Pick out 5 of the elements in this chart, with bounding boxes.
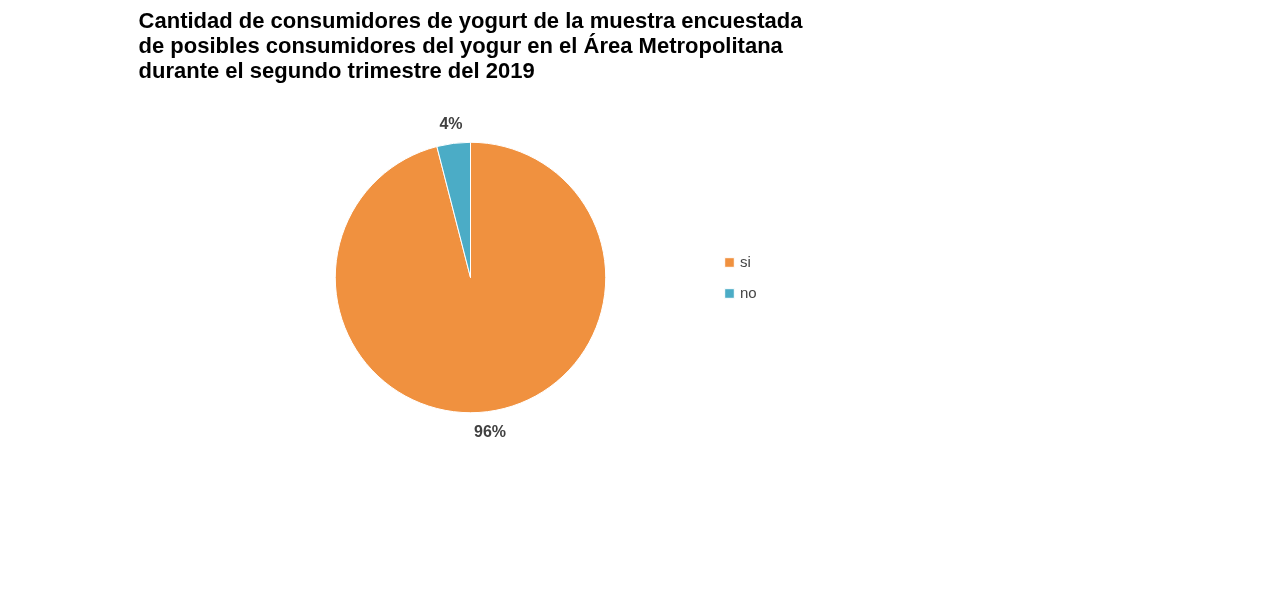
- data-label: 96%: [474, 422, 507, 440]
- legend-label: no: [740, 284, 758, 301]
- data-label: 4%: [439, 115, 463, 133]
- legend-label: si: [740, 253, 752, 270]
- chart-title: Cantidad de consumidores de yogurt de la muestra encuestada de posibles consumidores del yogur en el Área Metropolitana durante el segundo trimestre del 2019: [138, 7, 804, 83]
